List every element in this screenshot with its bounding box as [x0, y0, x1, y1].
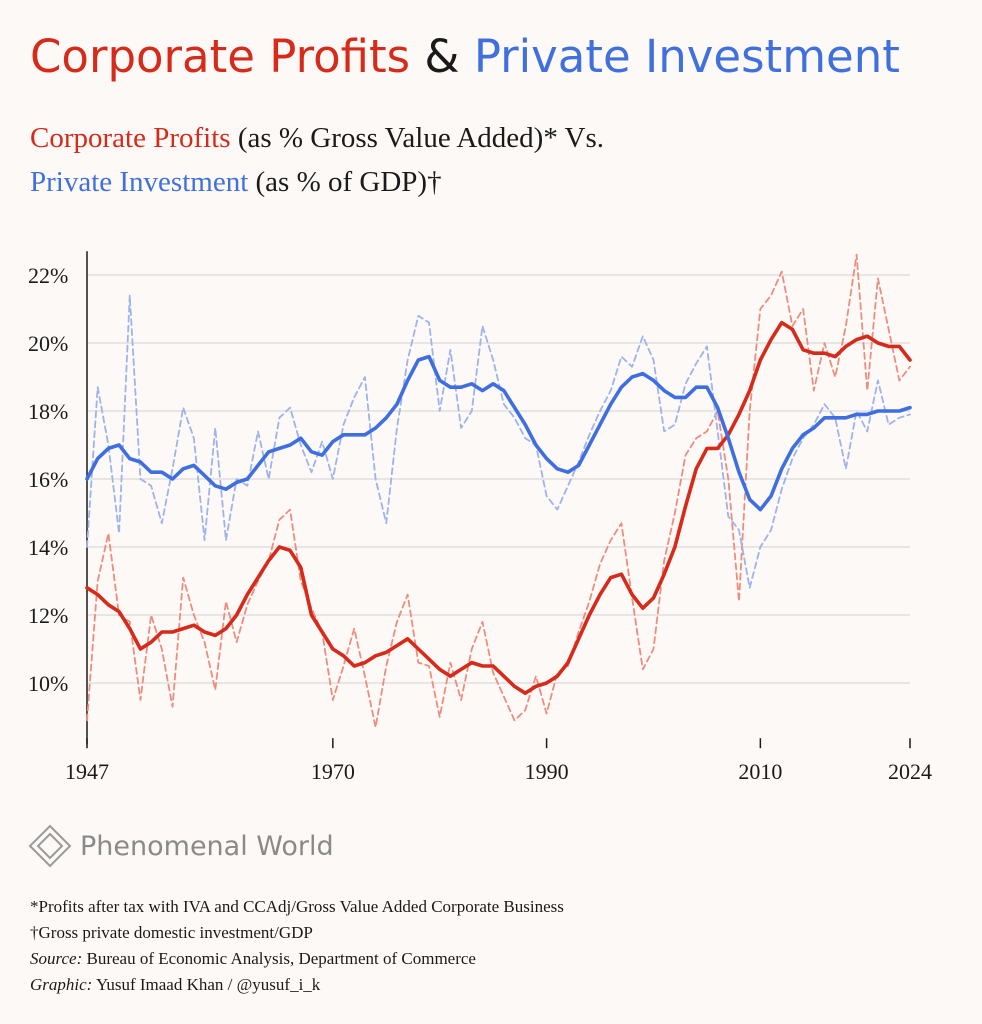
text-part: Corporate Profits — [30, 122, 231, 154]
credit-label: Graphic: — [30, 975, 92, 994]
chart-title: Corporate Profits & Private Investment — [30, 30, 900, 83]
y-tick-label: 12% — [28, 603, 68, 628]
source-label: Source: — [30, 949, 82, 968]
raw-series-line — [86, 253, 911, 729]
y-tick-label: 16% — [28, 467, 68, 492]
x-tick-label: 2010 — [738, 759, 782, 784]
x-tick-label: 1970 — [311, 759, 355, 784]
source-note: Source: Bureau of Economic Analysis, Dep… — [30, 949, 476, 968]
footnote: *Profits after tax with IVA and CCAdj/Gr… — [30, 897, 564, 916]
y-tick-label: 10% — [28, 671, 68, 696]
text-part: (as % of GDP)† — [256, 166, 442, 198]
credit-note: Graphic: Yusuf Imaad Khan / @yusuf_i_k — [30, 975, 321, 994]
chart-subtitle: Corporate Profits (as % Gross Value Adde… — [30, 122, 604, 154]
smoothed-series-line — [85, 320, 912, 695]
brand-logo — [28, 824, 72, 868]
y-tick-label: 22% — [28, 263, 68, 288]
footnote: †Gross private domestic investment/GDP — [30, 923, 313, 942]
x-tick-label: 2024 — [888, 759, 932, 784]
chart-subtitle: Private Investment (as % of GDP)† — [30, 166, 442, 198]
x-tick-label: 1990 — [525, 759, 569, 784]
text-part: & — [424, 30, 459, 83]
y-tick-label: 14% — [28, 535, 68, 560]
plot-area: 10% 12% 14% 16% 18% 20% 22% 1947 1970 1990 2010 202… — [28, 251, 932, 784]
credit-text: Yusuf Imaad Khan / @yusuf_i_k — [96, 975, 321, 994]
source-text: Bureau of Economic Analysis, Department … — [87, 949, 476, 968]
y-tick-label: 18% — [28, 399, 68, 424]
logo-diamond — [36, 832, 64, 860]
y-tick-label: 20% — [28, 331, 68, 356]
raw-series-line — [86, 294, 911, 589]
text-part: Private Investment — [474, 30, 900, 83]
brand-name: Phenomenal World — [80, 831, 334, 862]
x-tick-label: 1947 — [65, 759, 109, 784]
text-part: (as % Gross Value Added)* Vs. — [238, 122, 604, 154]
smoothed-series-line — [85, 354, 912, 512]
text-part: Corporate Profits — [30, 30, 410, 83]
text-part: Private Investment — [30, 166, 248, 198]
logo-diamond — [28, 824, 72, 868]
